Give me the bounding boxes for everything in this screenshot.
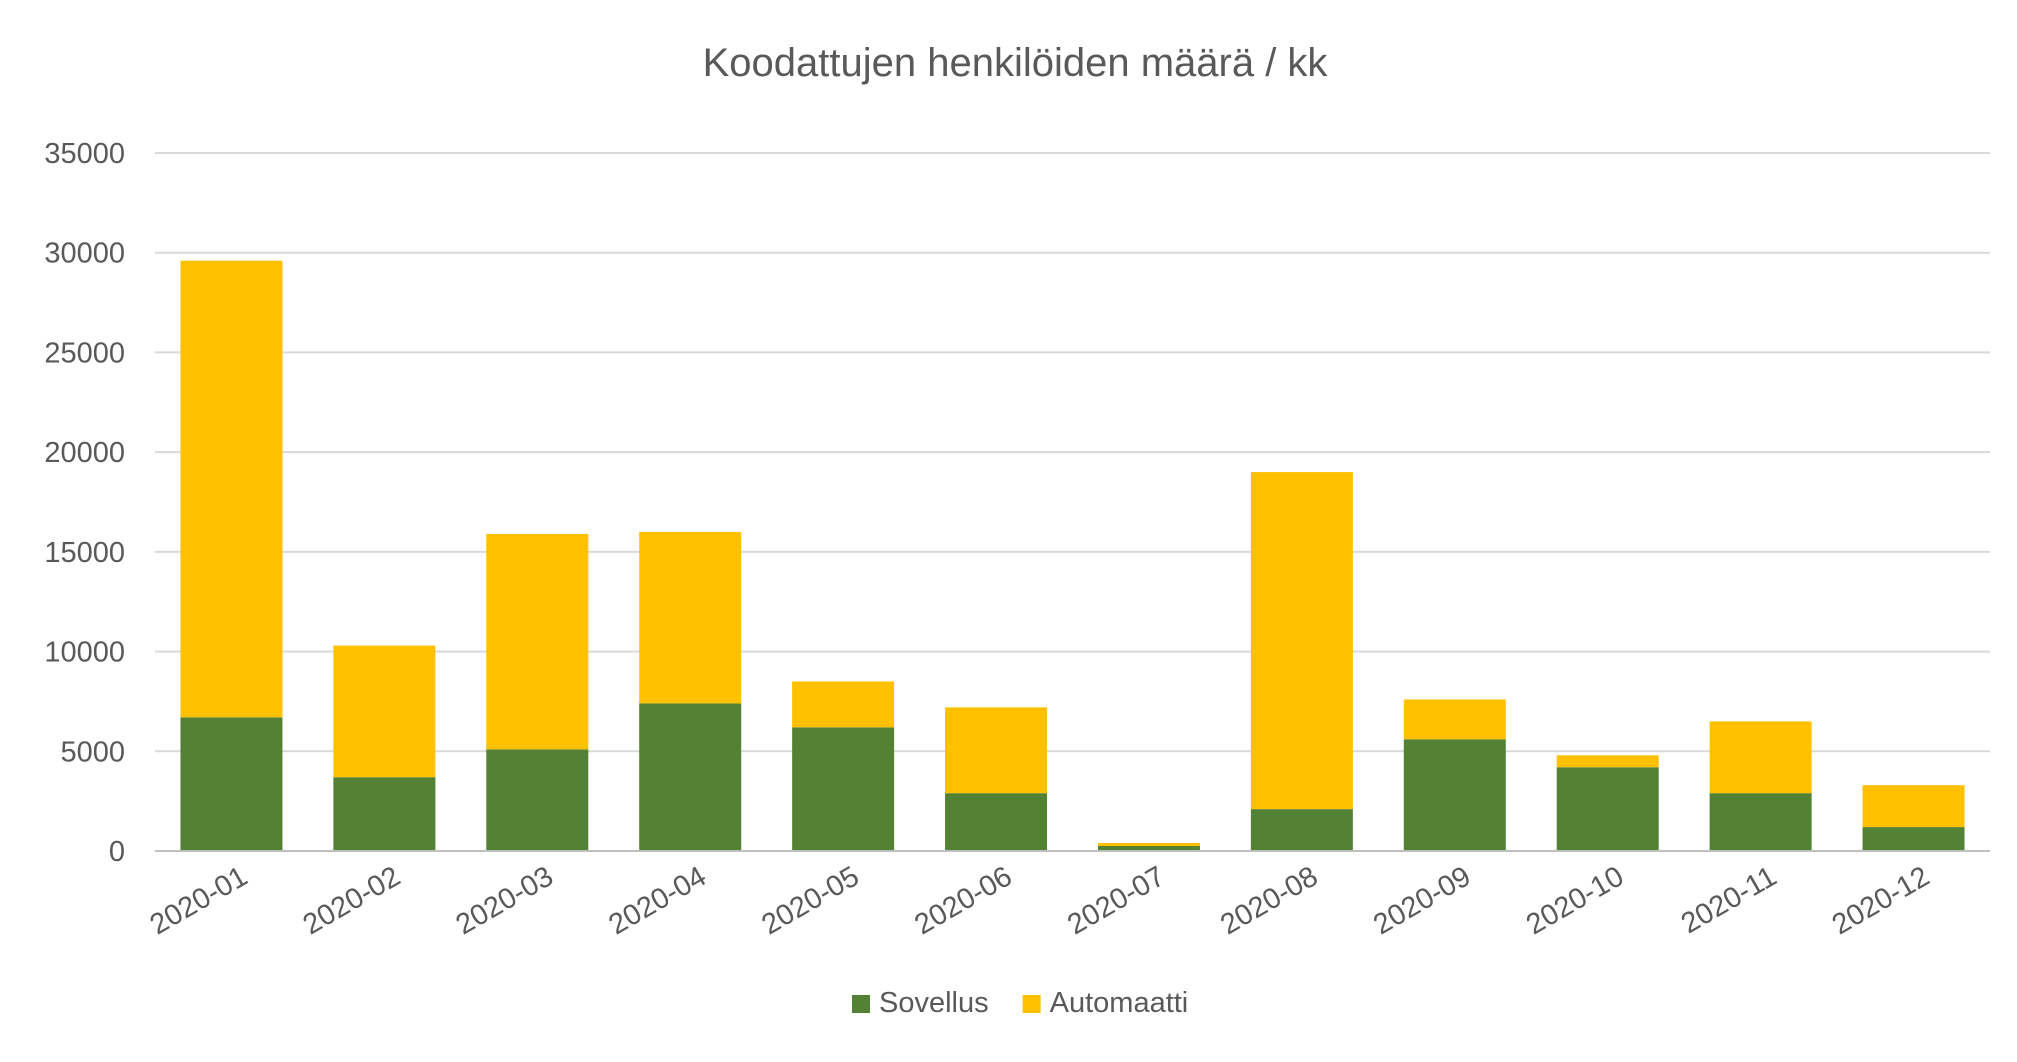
y-tick-label: 10000 <box>44 637 125 669</box>
x-tick-label: 2020-05 <box>756 860 864 941</box>
bar-automaatti-2020-09 <box>1403 699 1506 740</box>
x-tick-label: 2020-07 <box>1062 860 1170 941</box>
x-tick-label: 2020-02 <box>298 860 406 941</box>
bar-sovellus-2020-12 <box>1862 827 1965 851</box>
legend-label-automaatti: Automaatti <box>1050 987 1189 1019</box>
gridlines <box>155 152 1990 753</box>
bar-automaatti-2020-05 <box>792 681 895 728</box>
x-tick-label: 2020-03 <box>451 860 559 941</box>
bar-sovellus-2020-04 <box>639 703 742 851</box>
bar-automaatti-2020-03 <box>486 533 589 750</box>
y-tick-label: 0 <box>109 836 125 868</box>
y-tick-label: 25000 <box>44 337 125 369</box>
bar-sovellus-2020-06 <box>945 793 1048 851</box>
bar-automaatti-2020-11 <box>1709 721 1812 794</box>
bars <box>180 260 1965 851</box>
bar-automaatti-2020-12 <box>1862 785 1965 828</box>
bar-sovellus-2020-10 <box>1556 767 1659 851</box>
x-tick-label: 2020-01 <box>145 860 253 941</box>
bar-automaatti-2020-10 <box>1556 755 1659 768</box>
bar-automaatti-2020-07 <box>1097 843 1200 847</box>
y-tick-label: 15000 <box>44 537 125 569</box>
legend-swatch-automaatti <box>1022 995 1041 1013</box>
y-tick-label: 30000 <box>44 238 125 270</box>
y-tick-label: 20000 <box>44 437 125 469</box>
y-tick-label: 5000 <box>60 736 125 768</box>
bar-sovellus-2020-03 <box>486 749 589 851</box>
bar-automaatti-2020-06 <box>945 707 1048 794</box>
bar-sovellus-2020-02 <box>333 777 436 851</box>
bar-sovellus-2020-05 <box>792 727 895 851</box>
bar-sovellus-2020-11 <box>1709 793 1812 851</box>
x-tick-label: 2020-06 <box>909 860 1017 941</box>
bar-sovellus-2020-01 <box>180 717 283 851</box>
bar-sovellus-2020-09 <box>1403 739 1506 851</box>
chart-title: Koodattujen henkilöiden määrä / kk <box>703 41 1329 85</box>
x-tick-label: 2020-09 <box>1368 860 1476 941</box>
x-tick-label: 2020-04 <box>604 860 712 941</box>
legend-swatch-sovellus <box>852 995 870 1013</box>
x-axis-tick-labels: 2020-01 2020-02 2020-03 2020-04 2020-05 2020-… <box>145 860 1935 941</box>
y-tick-label: 35000 <box>44 138 125 170</box>
bar-automaatti-2020-01 <box>180 260 283 718</box>
legend: Sovellus Automaatti <box>852 987 1188 1019</box>
x-tick-label: 2020-11 <box>1676 860 1782 940</box>
bar-automaatti-2020-08 <box>1250 472 1353 810</box>
bar-automaatti-2020-02 <box>333 645 436 778</box>
x-tick-label: 2020-08 <box>1215 860 1323 941</box>
bar-sovellus-2020-07 <box>1097 846 1200 851</box>
y-axis-tick-labels: 0 5000 10000 15000 20000 25000 30000 35000 <box>44 138 125 868</box>
bar-sovellus-2020-08 <box>1250 809 1353 851</box>
bar-automaatti-2020-04 <box>639 531 742 704</box>
x-tick-label: 2020-12 <box>1827 860 1935 941</box>
legend-label-sovellus: Sovellus <box>879 987 989 1019</box>
x-tick-label: 2020-10 <box>1521 860 1629 941</box>
